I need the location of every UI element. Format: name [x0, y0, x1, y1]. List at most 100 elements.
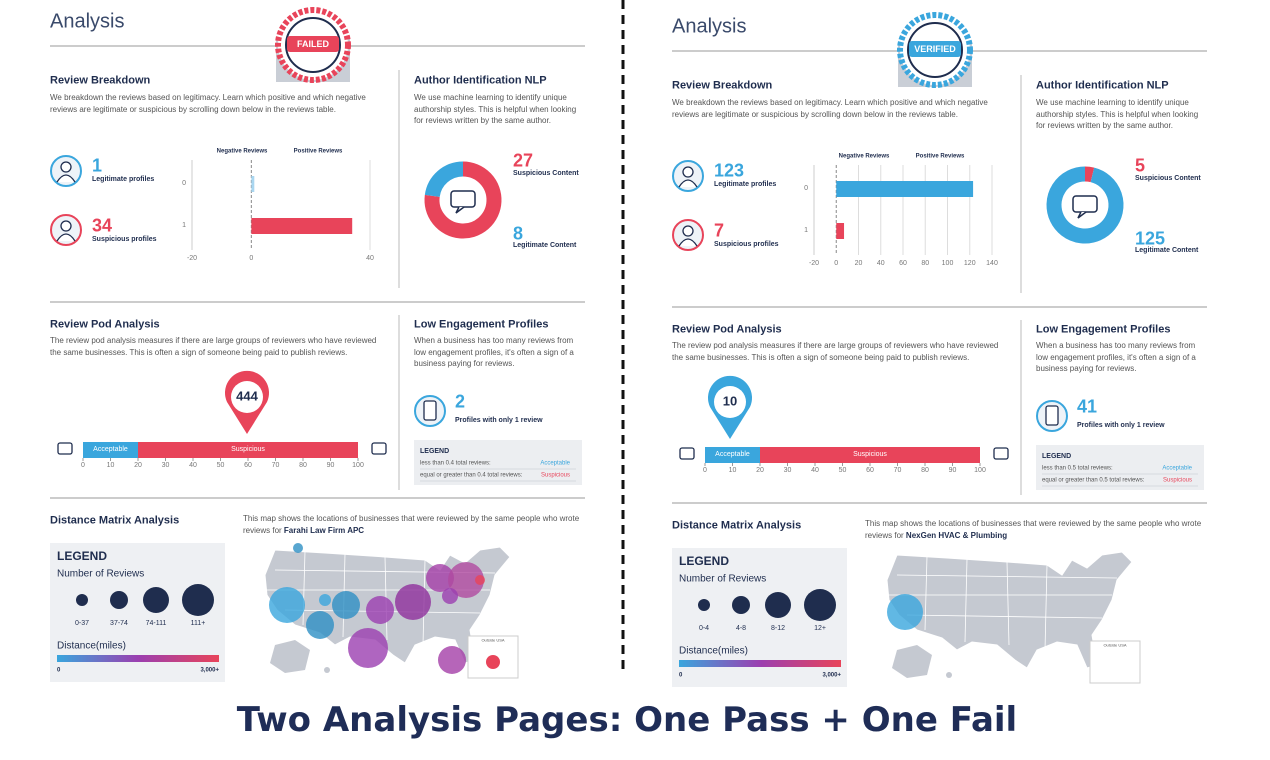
y-tick-label: 0 — [182, 179, 186, 187]
legitimate-label: Legitimate profiles — [92, 175, 155, 183]
page-heading: Analysis — [672, 15, 747, 38]
state-border — [1044, 564, 1048, 651]
stamp-label: VERIFIED — [914, 43, 956, 54]
map-bubble — [438, 646, 466, 674]
comment-icon — [57, 442, 73, 455]
map-bubble — [448, 562, 484, 598]
profile-icon-body — [56, 174, 76, 183]
x-tick-label: 0 — [81, 461, 85, 469]
engagement-label: Profiles with only 1 review — [455, 416, 543, 424]
section-text: When a business has too many reviews fro… — [1036, 341, 1196, 373]
legend-status: Acceptable — [540, 460, 570, 467]
x-tick-label: 40 — [366, 254, 374, 262]
alaska — [892, 645, 932, 678]
chart-legend: Positive Reviews — [293, 148, 343, 155]
pod-segment-label: Suspicious — [853, 450, 887, 458]
phone-icon — [423, 400, 437, 421]
chart-legend: Negative Reviews — [838, 153, 890, 160]
donut-segment — [424, 161, 464, 198]
y-tick-label: 1 — [804, 226, 808, 234]
x-tick-label: 140 — [986, 259, 998, 267]
map-text-body: This map shows the locations of business… — [865, 519, 1202, 540]
distance-max: 3,000+ — [822, 672, 841, 679]
donut-segment — [1084, 166, 1095, 183]
size-swatch — [76, 594, 88, 606]
state-border — [1006, 561, 1010, 646]
suspicious-count: 7 — [714, 220, 725, 241]
analysis-page: Analysis VERIFIED Review Breakdown We break… — [672, 5, 1217, 695]
map-bubble — [395, 584, 431, 620]
size-label: 8-12 — [770, 624, 786, 632]
map-bubble — [475, 575, 485, 585]
stamp-ribbon — [287, 36, 339, 52]
legend-title: LEGEND — [420, 447, 450, 455]
size-label: 74-111 — [145, 619, 167, 627]
legitimate-count: 123 — [714, 160, 745, 181]
x-tick-label: 100 — [352, 461, 364, 469]
profile-icon-body — [56, 233, 76, 242]
distance-max: 3,000+ — [200, 667, 219, 674]
legitimate-label: Legitimate profiles — [714, 180, 777, 188]
analysis-page: Analysis FAILED Review Breakdown We breakdo… — [50, 0, 595, 690]
chart-legend: Negative Reviews — [216, 148, 268, 155]
suspicious-content-value: 27 — [513, 150, 534, 171]
x-tick-label: 80 — [299, 461, 307, 469]
x-tick-label: 40 — [876, 259, 885, 267]
profile-icon-head — [60, 161, 72, 173]
divider — [621, 0, 625, 670]
x-tick-label: 40 — [189, 461, 197, 469]
x-tick-label: 50 — [838, 466, 847, 474]
state-border — [964, 558, 968, 643]
business-name: NexGen HVAC & Plumbing — [905, 530, 1008, 540]
page-graphics — [672, 12, 1207, 687]
distance-min: 0 — [57, 667, 61, 674]
page-heading: Analysis — [50, 10, 125, 33]
outside-usa-label: Outside USA — [481, 637, 505, 643]
business-name: Farahi Law Firm APC — [283, 525, 365, 535]
x-tick-label: 40 — [811, 466, 819, 474]
legend-status: Suspicious — [540, 472, 570, 479]
size-swatch — [182, 584, 214, 616]
section-text: We breakdown the reviews based on legiti… — [672, 98, 988, 119]
size-swatch — [732, 596, 750, 614]
x-tick-label: 60 — [244, 461, 252, 469]
donut-segment — [1046, 166, 1124, 244]
section-text: When a business has too many reviews fro… — [414, 336, 574, 368]
page-graphics — [50, 7, 585, 682]
legend-box — [1036, 445, 1204, 490]
suspicious-content-label: Suspicious Content — [513, 169, 579, 177]
x-tick-label: 0 — [249, 254, 254, 262]
section-title: Low Engagement Profiles — [1036, 323, 1171, 336]
map-bubble — [269, 587, 305, 623]
phone-icon — [1045, 405, 1059, 426]
section-text: The review pod analysis measures if ther… — [672, 341, 999, 362]
x-tick-label: 30 — [783, 466, 792, 474]
x-tick-label: 10 — [106, 461, 115, 469]
hawaii — [946, 672, 952, 678]
bar — [836, 181, 974, 197]
legitimate-content-value: 125 — [1135, 228, 1166, 249]
section-text: We use machine learning to identify uniq… — [1036, 98, 1199, 130]
x-tick-label: 50 — [216, 461, 225, 469]
engagement-value: 41 — [1077, 396, 1098, 417]
map-bubble — [319, 594, 331, 606]
bar — [836, 223, 845, 239]
profile-icon-body — [678, 238, 698, 247]
profile-icon-head — [60, 220, 72, 232]
us-map — [886, 551, 1141, 684]
pin-inner — [714, 386, 746, 418]
x-tick-label: 20 — [134, 461, 142, 469]
map-bubble — [366, 596, 394, 624]
chat-icon — [450, 190, 476, 208]
outside-bubble — [486, 655, 500, 669]
comments-icon — [371, 442, 387, 455]
profile-icon-body — [678, 179, 698, 188]
size-label: 111+ — [190, 619, 206, 627]
bar — [251, 176, 255, 192]
chart-legend: Positive Reviews — [915, 153, 965, 160]
outside-usa-box — [1089, 640, 1141, 684]
distance-scale — [679, 660, 841, 667]
section-title: Review Pod Analysis — [50, 318, 160, 331]
map-bubble — [426, 564, 454, 592]
